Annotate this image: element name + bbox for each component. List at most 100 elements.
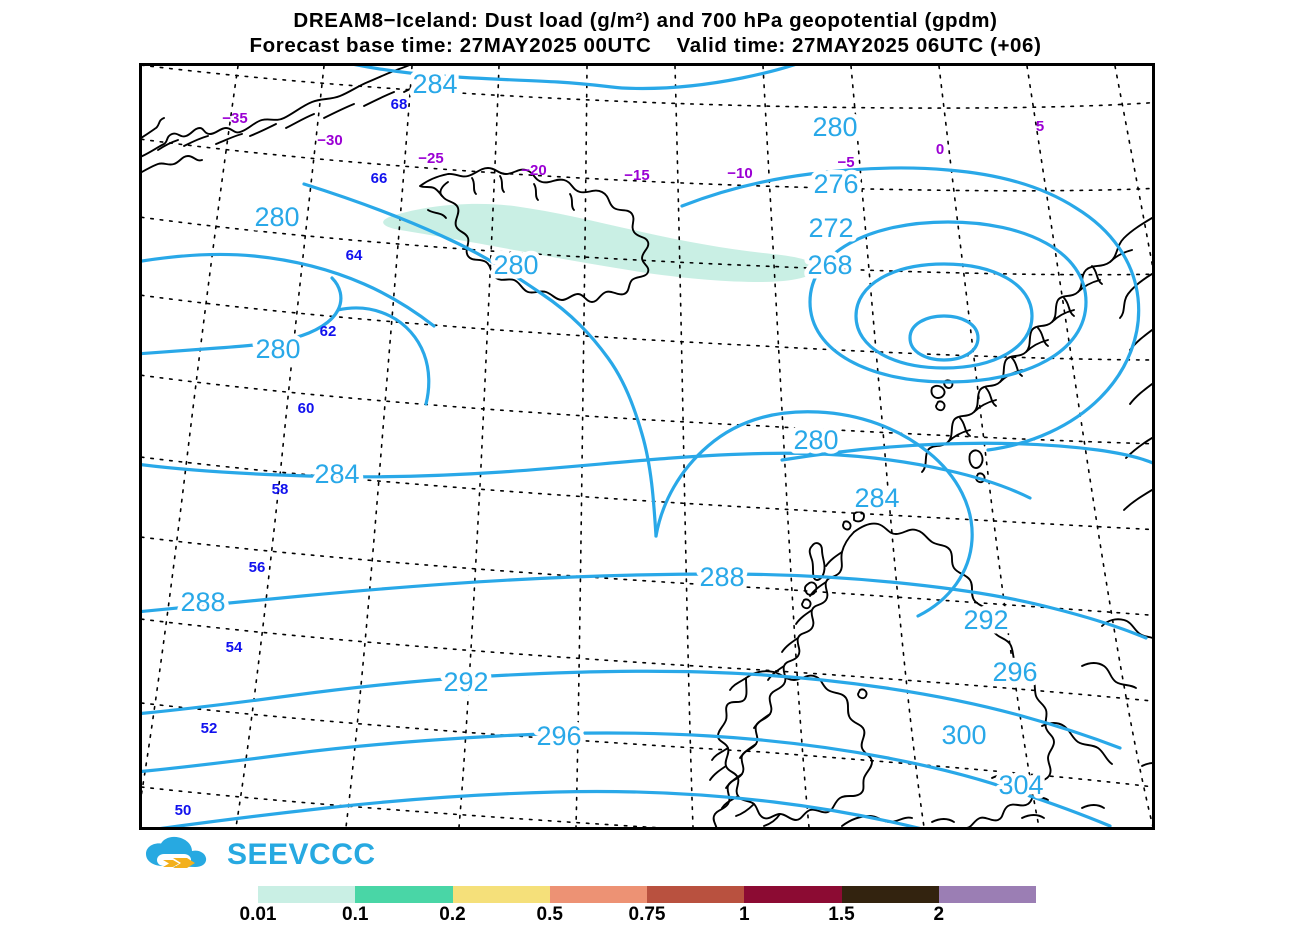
contour-label-7: 280 <box>255 334 300 364</box>
contour-label-10: 284 <box>854 483 899 513</box>
contour-label-18: 304 <box>998 770 1043 800</box>
colorbar-strip <box>258 886 1036 903</box>
title-line-1: DREAM8−Iceland: Dust load (g/m²) and 700… <box>293 9 998 32</box>
contour-label-halo-7: 280 <box>255 334 300 364</box>
contour-label-0: 284 <box>412 69 457 99</box>
colorbar-tick-6: 1.5 <box>828 904 855 925</box>
contour-280-mid <box>780 441 1152 465</box>
contour-label-halo-6: 280 <box>493 250 538 280</box>
lat-label-2: 64 <box>346 247 363 264</box>
map-canvas: 284 280 276 272 268 280 280 280 280 284 284 288 288 2… <box>142 66 1152 827</box>
contour-label-halo-2: 276 <box>813 169 858 199</box>
contour-label-2: 276 <box>813 169 858 199</box>
lon-label-7: 0 <box>936 141 944 158</box>
colorbar-segment-1 <box>355 886 453 903</box>
longitude-labels: −35 −30 −25 −20 −15 −10 −5 0 5 <box>222 110 1044 184</box>
page-title: DREAM8−Iceland: Dust load (g/m²) and 700… <box>0 8 1291 58</box>
colorbar-tick-7: 2 <box>933 904 945 925</box>
lat-label-9: 50 <box>175 802 192 819</box>
contour-272 <box>854 262 1034 370</box>
contour-label-9: 284 <box>314 459 359 489</box>
lat-label-0: 68 <box>391 96 408 113</box>
contour-280-left-lobe <box>142 276 343 356</box>
colorbar: 0.01 0.1 0.2 0.5 0.75 1 1.5 2 <box>139 886 1155 926</box>
contour-label-halo-4: 268 <box>807 250 852 280</box>
contour-label-halo-8: 280 <box>793 425 838 455</box>
contour-296 <box>142 731 1112 827</box>
contour-label-3: 272 <box>808 213 853 243</box>
contour-label-halo-9: 284 <box>314 459 359 489</box>
colorbar-segment-4 <box>647 886 745 903</box>
cloud-icon <box>146 836 207 868</box>
contour-label-14: 292 <box>963 605 1008 635</box>
contour-label-8: 280 <box>793 425 838 455</box>
lat-label-8: 52 <box>201 720 218 737</box>
dust-load-shading <box>383 203 817 282</box>
contour-268 <box>908 314 980 362</box>
lon-label-2: −25 <box>418 150 443 167</box>
contour-label-5: 280 <box>254 202 299 232</box>
geopotential-contours <box>142 66 1152 827</box>
lat-label-5: 58 <box>272 481 289 498</box>
colorbar-segment-2 <box>452 886 550 903</box>
lat-label-3: 62 <box>320 323 337 340</box>
contour-280-outer <box>680 166 1141 452</box>
lon-label-1: −30 <box>317 132 342 149</box>
title-line-2: Forecast base time: 27MAY2025 00UTC Vali… <box>249 34 1042 57</box>
contour-280-left-tail <box>336 306 431 406</box>
contour-300 <box>160 789 921 827</box>
colorbar-segment-6 <box>841 886 939 903</box>
contour-label-6: 280 <box>493 250 538 280</box>
contour-label-12: 288 <box>180 587 225 617</box>
contour-label-halo-3: 272 <box>808 213 853 243</box>
contour-label-17: 300 <box>941 720 986 750</box>
contour-label-1: 280 <box>812 112 857 142</box>
contour-label-halo-12: 288 <box>180 587 225 617</box>
lon-label-8: 5 <box>1036 118 1044 135</box>
contour-label-halo-10: 284 <box>854 483 899 513</box>
colorbar-tick-4: 0.75 <box>628 904 666 925</box>
contour-labels: 284 280 276 272 268 280 280 280 280 284 284 288 288 2… <box>176 66 1048 805</box>
contour-276 <box>808 220 1088 384</box>
contour-label-halo-14: 292 <box>963 605 1008 635</box>
colorbar-tick-labels: 0.01 0.1 0.2 0.5 0.75 1 1.5 2 <box>139 904 1155 926</box>
latitude-labels: 68 66 64 62 60 58 56 54 52 50 <box>175 96 408 819</box>
lon-label-5: −10 <box>727 165 752 182</box>
contour-label-halo-0: 284 <box>412 69 457 99</box>
contour-label-11: 288 <box>699 562 744 592</box>
colorbar-tick-2: 0.2 <box>439 904 466 925</box>
contour-label-halo-13: 292 <box>443 667 488 697</box>
colorbar-segment-7 <box>938 886 1036 903</box>
colorbar-tick-5: 1 <box>738 904 750 925</box>
logo-text: SEEVCCC <box>227 838 376 871</box>
contour-label-16: 296 <box>992 657 1037 687</box>
coastlines <box>142 66 1152 827</box>
lat-label-4: 60 <box>298 400 315 417</box>
colorbar-segment-5 <box>744 886 842 903</box>
contour-label-halo-16: 296 <box>992 657 1037 687</box>
contour-label-halo-17: 300 <box>941 720 986 750</box>
colorbar-tick-1: 0.1 <box>342 904 369 925</box>
contour-288 <box>142 572 1148 640</box>
contour-label-13: 292 <box>443 667 488 697</box>
contour-label-15: 296 <box>536 721 581 751</box>
contour-label-halo-18: 304 <box>998 770 1043 800</box>
colorbar-segment-3 <box>549 886 647 903</box>
lon-label-3: −20 <box>521 162 546 179</box>
contour-label-halo-5: 280 <box>254 202 299 232</box>
contour-label-halo-15: 296 <box>536 721 581 751</box>
graticule-parallels <box>142 66 1152 827</box>
map-frame: 284 280 276 272 268 280 280 280 280 284 284 288 288 2… <box>139 63 1155 830</box>
lon-label-4: −15 <box>624 167 649 184</box>
contour-label-halo-11: 288 <box>699 562 744 592</box>
contour-280-inner-arm <box>654 410 974 618</box>
contour-292 <box>142 669 1122 750</box>
contour-280-left-upper <box>142 252 436 328</box>
contour-280-west <box>302 182 658 538</box>
lat-label-7: 54 <box>226 639 243 656</box>
seevccc-logo: SEEVCCC <box>143 836 375 876</box>
contour-284-lower <box>142 451 1032 500</box>
lat-label-1: 66 <box>371 170 388 187</box>
arrow-icon <box>173 858 195 868</box>
